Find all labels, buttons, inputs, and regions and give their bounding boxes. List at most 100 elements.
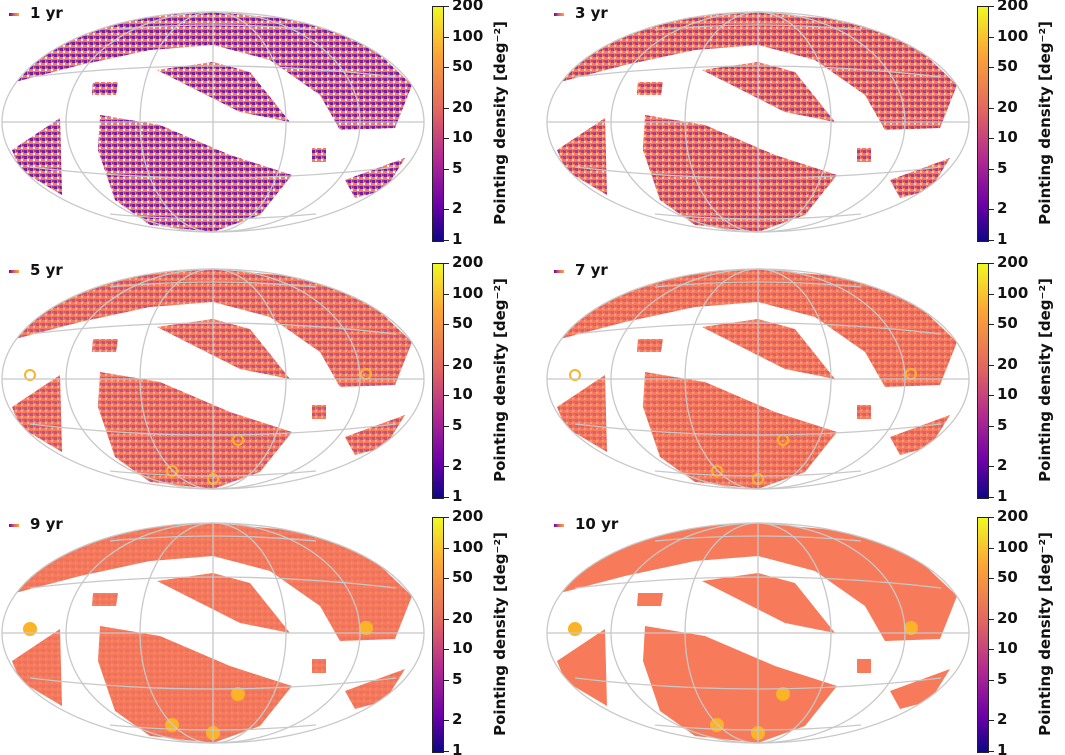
colorbar-tick <box>989 209 994 211</box>
colorbar-tick-label: 20 <box>997 354 1018 373</box>
colorbar-tick <box>444 138 449 140</box>
colorbar-tick <box>989 517 994 518</box>
colorbar-tick <box>444 517 449 518</box>
colorbar-tick-label: 2 <box>452 710 463 729</box>
colorbar-tick <box>444 395 449 397</box>
colorbar-tick <box>444 6 449 7</box>
hotspot <box>165 718 179 732</box>
hotspot <box>646 271 658 283</box>
colorbar-tick-label: 100 <box>997 26 1029 45</box>
colorbar-tick-label: 2 <box>452 199 463 218</box>
colorbar-tick-label: 2 <box>997 710 1008 729</box>
hotspot <box>776 687 790 701</box>
colorbar-tick <box>444 240 449 241</box>
sky-map <box>546 268 970 490</box>
colorbar <box>977 6 989 242</box>
colorbar-tick-label: 50 <box>452 314 473 333</box>
colorbar-tick-label: 5 <box>452 158 463 177</box>
colorbar-tick-label: 100 <box>452 283 484 302</box>
colorbar <box>432 6 444 242</box>
colorbar-tick <box>444 364 449 366</box>
colorbar-tick-label: 20 <box>997 97 1018 116</box>
sparse-coverage-overlay <box>555 12 957 130</box>
colorbar-tick <box>989 720 994 722</box>
colorbar-label: Pointing density [deg⁻²] <box>1036 532 1054 736</box>
hotspot <box>23 622 37 636</box>
colorbar-tick <box>444 578 449 580</box>
colorbar-tick-label: 20 <box>452 608 473 627</box>
coverage-region <box>643 626 837 743</box>
hotspot <box>711 465 723 477</box>
sparse-coverage-overlay <box>157 62 290 122</box>
colorbar-label: Pointing density [deg⁻²] <box>491 532 509 736</box>
sparse-coverage-overlay <box>643 372 837 489</box>
colorbar-tick <box>444 293 449 295</box>
colorbar-tick <box>444 67 449 69</box>
colorbar-tick <box>444 751 449 752</box>
sky-map-panel: 9 yr 1 2 5 10 20 50 100 200 Pointing density [deg… <box>0 509 532 755</box>
sky-map-panel: 5 yr 1 2 5 10 20 50 100 200 Pointing density [deg… <box>0 255 532 507</box>
colorbar-tick <box>444 209 449 211</box>
colorbar-tick <box>989 466 994 468</box>
colorbar-tick <box>989 751 994 752</box>
colorbar-tick <box>444 679 449 681</box>
colorbar-tick <box>989 293 994 295</box>
sparse-coverage-overlay <box>557 375 607 452</box>
colorbar-label: Pointing density [deg⁻²] <box>491 21 509 225</box>
colorbar-tick-label: 100 <box>452 537 484 556</box>
colorbar-tick <box>444 425 449 427</box>
panel-label: 5 yr <box>30 261 63 279</box>
colorbar-tick-label: 1 <box>997 741 1008 755</box>
sparse-coverage-overlay <box>555 269 957 387</box>
colorbar-tick-label: 20 <box>452 354 473 373</box>
sparse-coverage-overlay <box>92 593 118 606</box>
panel-label: 10 yr <box>575 515 619 533</box>
colorbar-tick <box>989 497 994 498</box>
sparse-coverage-overlay <box>10 12 412 130</box>
legend-marker <box>9 524 19 527</box>
colorbar-tick-label: 1 <box>452 487 463 505</box>
sparse-coverage-overlay <box>637 339 663 352</box>
colorbar-tick-label: 50 <box>997 568 1018 587</box>
sparse-coverage-overlay <box>98 372 292 489</box>
colorbar-tick <box>989 240 994 241</box>
colorbar-tick-label: 10 <box>997 385 1018 404</box>
sky-map <box>1 522 425 744</box>
coverage-region <box>702 573 835 633</box>
colorbar-tick-label: 200 <box>997 507 1029 525</box>
legend-marker <box>9 13 19 16</box>
panel-label: 3 yr <box>575 4 608 22</box>
hotspot <box>24 369 36 381</box>
graticule <box>1 522 425 744</box>
panel-label: 7 yr <box>575 261 608 279</box>
hotspot <box>904 621 918 635</box>
colorbar-tick-label: 5 <box>997 415 1008 434</box>
coverage-region <box>557 629 607 706</box>
sparse-coverage-overlay <box>312 405 326 419</box>
colorbar-tick-label: 5 <box>997 158 1008 177</box>
sparse-coverage-overlay <box>92 339 118 352</box>
colorbar-tick-label: 100 <box>997 537 1029 556</box>
sky-map <box>1 11 425 233</box>
hotspot <box>101 271 113 283</box>
colorbar-tick <box>989 679 994 681</box>
hotspot <box>910 530 924 544</box>
hotspot <box>569 369 581 381</box>
sparse-coverage-overlay <box>92 82 118 95</box>
sky-map-panel: 10 yr 1 2 5 10 20 50 100 200 Pointing density [de… <box>545 507 1065 755</box>
colorbar-label: Pointing density [deg⁻²] <box>491 278 509 482</box>
colorbar-tick <box>444 324 449 326</box>
sparse-coverage-overlay <box>312 148 326 162</box>
colorbar-tick <box>989 36 994 38</box>
colorbar-tick-label: 10 <box>997 639 1018 658</box>
legend-marker <box>554 13 564 16</box>
sparse-coverage-overlay <box>10 523 412 641</box>
colorbar <box>977 517 989 753</box>
colorbar-tick-label: 2 <box>452 456 463 475</box>
coverage-region <box>637 593 663 606</box>
hotspot <box>645 524 659 538</box>
hotspot <box>568 622 582 636</box>
sparse-coverage-overlay <box>702 62 835 122</box>
sparse-coverage-overlay <box>98 626 292 743</box>
sparse-coverage-overlay <box>12 629 62 706</box>
